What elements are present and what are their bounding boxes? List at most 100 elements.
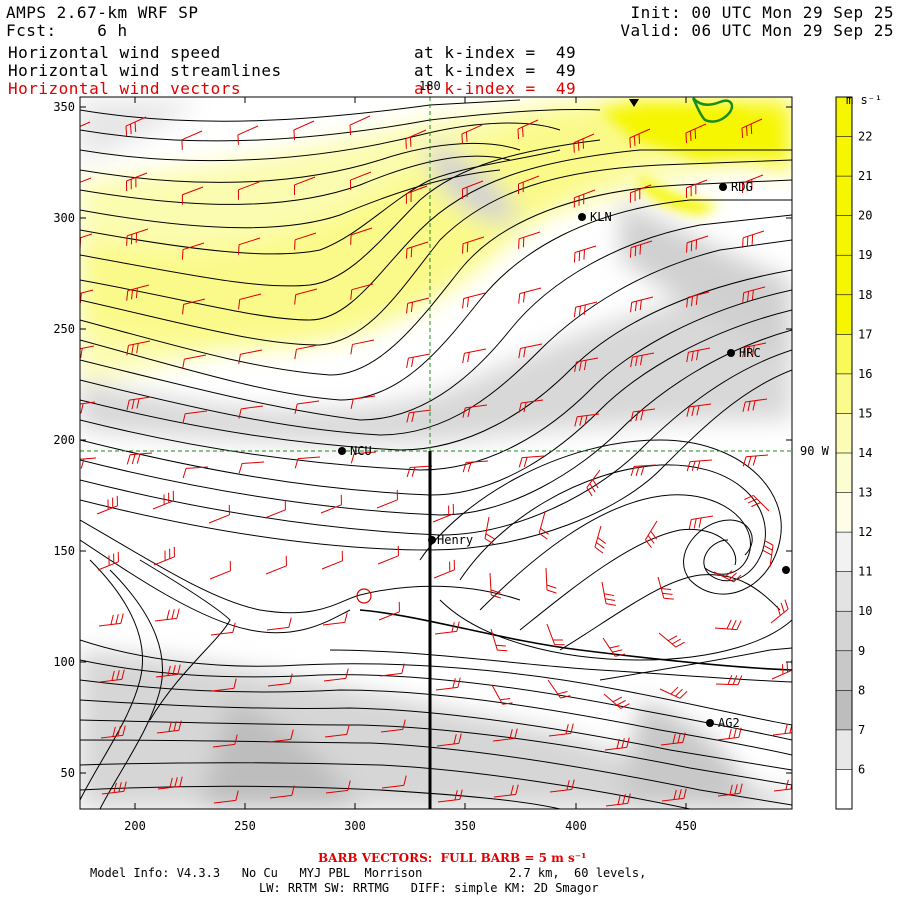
wind-speed-shading (80, 100, 792, 809)
wind-barb (126, 172, 148, 192)
streamlines (80, 99, 792, 809)
wind-barb (574, 413, 600, 427)
wind-barb (378, 601, 400, 621)
colorbar: 22 21 20 19 18 17 16 15 14 13 12 11 10 9 8 7 6 (835, 96, 872, 810)
wind-barb (182, 354, 207, 370)
model-info-line2: LW: RRTM SW: RRTMG DIFF: simple KM: 2D S… (259, 881, 599, 895)
wind-barb (604, 737, 630, 751)
station-hrc: HRC (739, 346, 761, 360)
wind-barb (714, 619, 742, 631)
wind-barb (492, 728, 518, 742)
stations: RDG KLN HRC NCU Henry AG2 (338, 180, 790, 730)
colorbar-label: 10 (858, 604, 872, 618)
wind-barb (436, 733, 462, 747)
wind-barb (153, 546, 175, 566)
wind-barb (716, 727, 742, 741)
wind-barb (293, 176, 316, 195)
x-tick-label: 200 (124, 819, 146, 833)
wind-barb (660, 732, 686, 746)
fcst-label: Fcst: (6, 21, 57, 40)
wind-barb (629, 184, 652, 203)
wind-barb (350, 339, 375, 355)
station-rdg: RDG (731, 180, 753, 194)
wind-barb (594, 525, 607, 554)
wind-barb (685, 179, 708, 198)
colorbar-segment (836, 492, 852, 533)
wind-barb (462, 292, 486, 309)
station-dot (706, 719, 714, 727)
colorbar-segment (836, 294, 852, 335)
wind-barb (518, 287, 542, 304)
wind-barb (462, 460, 489, 473)
wind-barb (126, 340, 151, 356)
wind-barb (518, 455, 545, 468)
wind-barb (181, 242, 205, 260)
wind-barb (545, 567, 557, 594)
colorbar-label: 9 (858, 644, 865, 658)
colorbar-label: 14 (858, 446, 872, 460)
wind-barb (238, 461, 265, 474)
wind-barb (80, 121, 91, 137)
wind-barb (126, 396, 152, 410)
x-axis: 200 250 300 350 400 450 (124, 97, 697, 833)
wind-barb (437, 789, 463, 803)
wind-barb (238, 293, 262, 310)
wind-barb (181, 186, 204, 205)
wind-barb (155, 664, 181, 678)
wind-barb (548, 723, 574, 737)
wind-barb (182, 410, 208, 424)
wind-barb (321, 550, 343, 570)
wind-barb (461, 180, 484, 199)
field-2-level: at k-index = 49 (414, 61, 577, 80)
colorbar-label: 11 (858, 565, 872, 579)
y-axis: 350 300 250 200 150 100 50 (53, 100, 792, 780)
wind-barb (237, 181, 260, 200)
wind-barb (773, 779, 792, 792)
wind-barb (152, 490, 174, 510)
wind-barb (491, 684, 513, 705)
colorbar-label: 17 (858, 327, 872, 341)
wind-barb (350, 451, 377, 464)
colorbar-segment (836, 215, 852, 256)
wind-barb (238, 405, 264, 419)
wind-barb (742, 398, 768, 412)
colorbar-label: 7 (858, 723, 865, 737)
wind-barb (713, 570, 742, 583)
wind-barb (630, 464, 657, 477)
colorbar-label: 15 (858, 406, 872, 420)
colorbar-segment (836, 611, 852, 651)
wind-barb (380, 719, 406, 733)
y-tick-label: 200 (53, 433, 75, 447)
colorbar-label: 19 (858, 248, 872, 262)
colorbar-segment (836, 769, 852, 809)
init-time: Init: 00 UTC Mon 29 Sep 25 (630, 3, 894, 22)
wind-barb (323, 668, 349, 682)
colorbar-segment (836, 97, 852, 137)
station-kln: KLN (590, 210, 612, 224)
wind-barb (294, 456, 321, 469)
wind-barb (405, 241, 429, 259)
colorbar-label: 16 (858, 367, 872, 381)
model-title: AMPS 2.67-km WRF SP (6, 3, 199, 22)
colorbar-segment (836, 334, 852, 374)
wind-barb (125, 116, 147, 137)
wind-barb (210, 622, 236, 636)
x-tick-label: 250 (234, 819, 256, 833)
wind-barb (605, 793, 631, 807)
wind-barb (742, 342, 767, 358)
station-dot (782, 566, 790, 574)
colorbar-segment (836, 453, 852, 493)
colorbar-segment (836, 136, 852, 177)
colorbar-segment (836, 729, 852, 770)
field-2-name: Horizontal wind streamlines (8, 61, 282, 80)
wind-barb (432, 503, 454, 523)
wind-barb (686, 235, 709, 253)
wind-barb (237, 125, 259, 145)
wind-barb (517, 119, 539, 140)
wind-barb (100, 725, 126, 739)
coastline (691, 97, 734, 123)
wind-barb (96, 495, 118, 515)
wind-barb (294, 400, 320, 414)
station-ncu: NCU (350, 444, 372, 458)
